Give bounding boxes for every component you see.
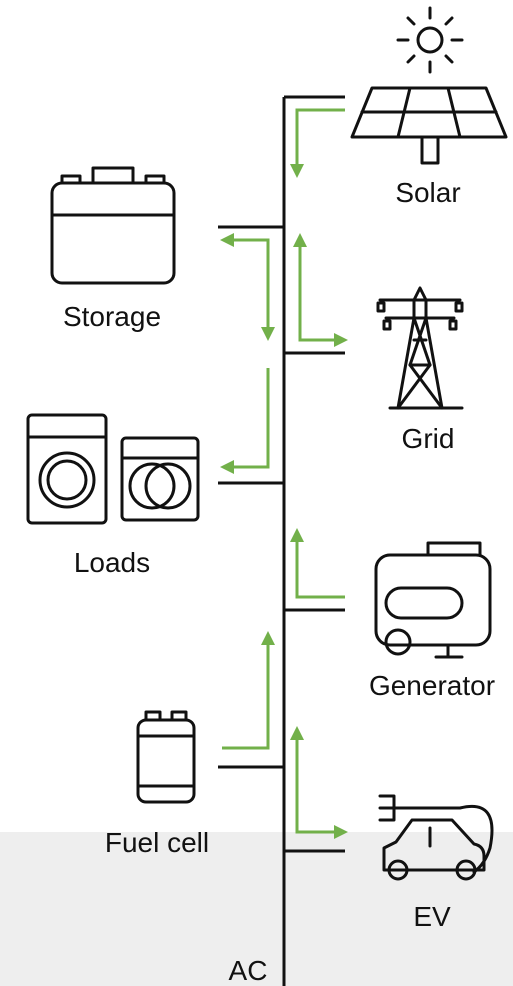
node-label: Solar [395,177,460,208]
node-label: Loads [74,547,150,578]
fuel-cell-icon [136,710,196,804]
grid-icon [376,286,464,410]
bus-label: AC [229,955,268,986]
node-label: Grid [402,423,455,454]
bottom-band [0,832,513,986]
node-label: Fuel cell [105,827,209,858]
node-label: Storage [63,301,161,332]
generator-icon [374,541,492,659]
bus-lines [218,95,345,986]
node-label: Generator [369,670,495,701]
ev-icon [378,794,494,881]
flow-arrows [220,108,348,839]
storage-icon [50,166,176,285]
node-label: EV [413,901,451,932]
loads-icon [26,413,200,525]
solar-icon [350,6,508,165]
